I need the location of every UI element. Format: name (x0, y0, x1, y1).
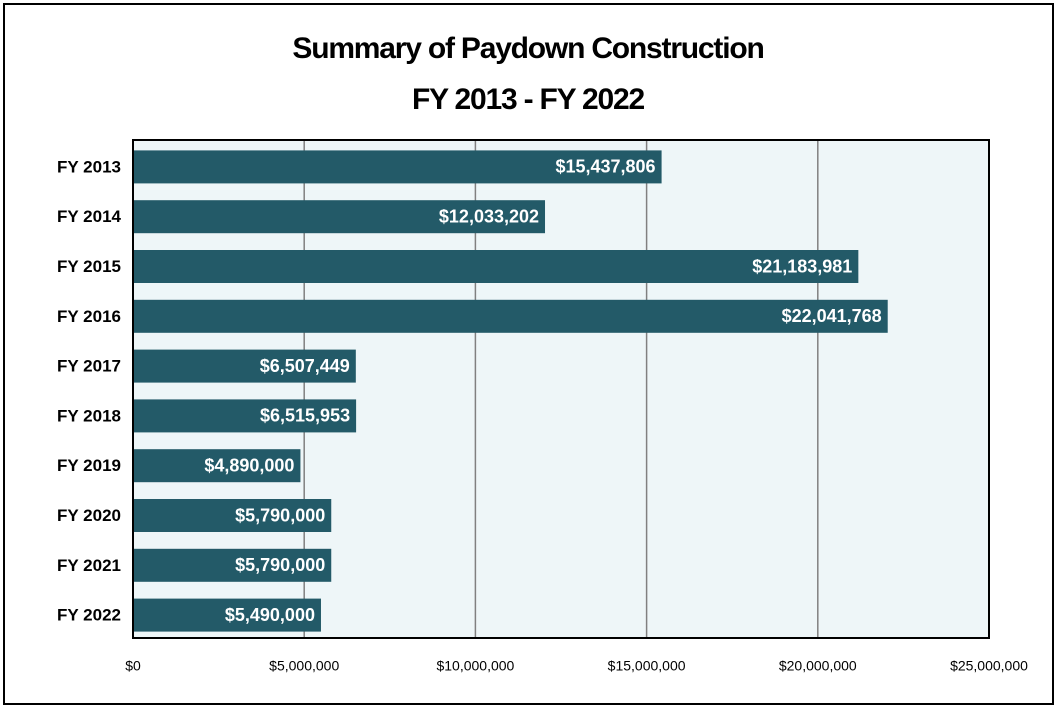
bar (133, 449, 301, 483)
y-tick-label: FY 2019 (57, 456, 121, 475)
y-tick-label: FY 2013 (57, 157, 121, 176)
chart-title: Summary of Paydown Construction (292, 32, 763, 65)
value-label: $22,041,768 (782, 306, 882, 326)
x-tick-label: $25,000,000 (950, 658, 1028, 674)
y-tick-label: FY 2016 (57, 307, 121, 326)
value-label: $6,515,953 (260, 406, 350, 426)
plot-border (132, 139, 990, 639)
y-tick-label: FY 2020 (57, 506, 121, 525)
x-tick-label: $10,000,000 (436, 658, 514, 674)
value-label: $21,183,981 (752, 256, 852, 276)
y-tick-label: FY 2017 (57, 357, 121, 376)
y-tick-label: FY 2021 (57, 556, 121, 575)
chart-subtitle: FY 2013 - FY 2022 (412, 83, 645, 116)
value-label: $12,033,202 (439, 206, 539, 226)
bar (133, 548, 332, 582)
y-tick-label: FY 2014 (57, 207, 122, 226)
bar (133, 250, 859, 283)
bar (133, 200, 546, 234)
value-label: $4,890,000 (204, 455, 294, 475)
bar (133, 399, 357, 433)
bar (133, 299, 888, 333)
y-tick-label: FY 2015 (57, 257, 121, 276)
y-tick-label: FY 2018 (57, 406, 121, 425)
x-tick-label: $20,000,000 (779, 658, 857, 674)
value-label: $5,790,000 (235, 555, 325, 575)
value-label: $6,507,449 (260, 356, 350, 376)
x-tick-label: $5,000,000 (269, 658, 339, 674)
x-tick-label: $15,000,000 (608, 658, 686, 674)
bar (133, 150, 662, 184)
bar (133, 499, 332, 532)
x-tick-label: $0 (125, 658, 141, 674)
value-label: $5,490,000 (225, 605, 315, 625)
y-tick-label: FY 2022 (57, 606, 121, 625)
bar (133, 598, 321, 632)
value-label: $5,790,000 (235, 505, 325, 525)
bar (133, 349, 356, 383)
value-label: $15,437,806 (555, 157, 655, 177)
